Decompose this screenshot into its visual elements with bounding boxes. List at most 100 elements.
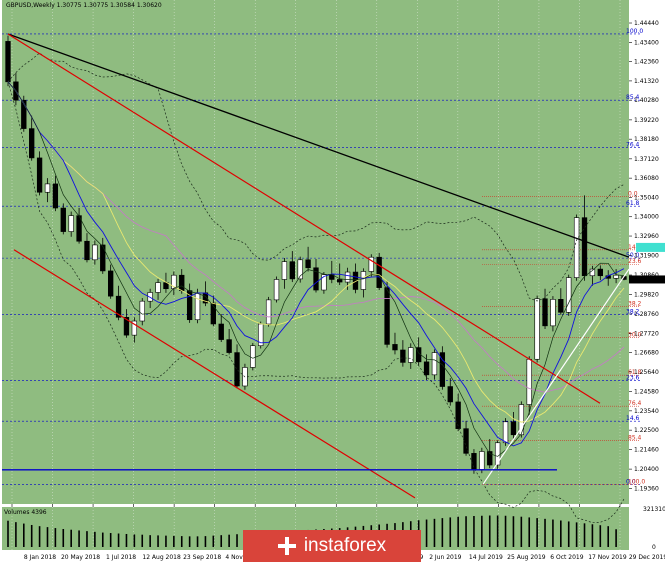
- fib-level-label: 85.4: [626, 94, 640, 101]
- price-panel-background: [2, 0, 629, 504]
- candle-body: [526, 358, 532, 405]
- y-tick-label: 1.32960: [634, 233, 659, 240]
- y-tick-label: 1.40280: [634, 97, 659, 104]
- y-tick-label: 1.39220: [634, 117, 659, 124]
- moving-average-purple: [7, 81, 625, 393]
- moving-average-blue: [7, 81, 625, 447]
- candles: [5, 35, 627, 474]
- fib-level-label-right: 14.6: [628, 244, 642, 251]
- candle-body: [115, 295, 122, 318]
- candle-body: [218, 323, 224, 340]
- y-tick-label: 1.19360: [634, 485, 659, 492]
- candle-body: [368, 256, 374, 272]
- candle-body: [597, 268, 603, 277]
- fib-level-label: 50.0: [626, 252, 640, 259]
- candle-body: [408, 347, 414, 363]
- y-tick-label: 1.26680: [634, 350, 659, 357]
- candle-body: [344, 271, 351, 283]
- candle-body: [487, 451, 493, 466]
- fib-level-label-right: 76.4: [628, 400, 642, 407]
- y-tick-label: 1.44440: [634, 20, 659, 27]
- candle-body: [502, 421, 509, 444]
- x-tick-label: 1 Jul 2018: [106, 554, 136, 561]
- candle-body: [36, 157, 43, 193]
- candle-body: [337, 279, 343, 283]
- candle-body: [518, 404, 525, 436]
- fib-level-label: 100.0: [626, 28, 643, 35]
- y-tick-label: 1.21460: [634, 446, 659, 453]
- x-tick-label: 8 Jan 2018: [24, 554, 56, 561]
- candle-body: [60, 207, 66, 232]
- candle-body: [194, 292, 201, 321]
- x-tick-label: 23 Sep 2018: [183, 554, 221, 561]
- y-tick-label: 1.20400: [634, 466, 659, 473]
- y-tick-label: 1.25640: [634, 369, 659, 376]
- candle-body: [455, 401, 461, 429]
- candle-body: [29, 128, 35, 159]
- y-tick-label: 1.27720: [634, 330, 659, 337]
- candle-body: [107, 270, 114, 297]
- candle-body: [265, 299, 272, 325]
- bollinger-lower: [7, 81, 625, 524]
- candle-body: [297, 259, 303, 280]
- fib-level-label-right: 85.4: [628, 434, 642, 441]
- instaforex-logo: instaforex: [243, 530, 421, 562]
- candle-body: [226, 339, 232, 353]
- moving-average-dark: [7, 81, 625, 457]
- candle-body: [5, 41, 11, 83]
- candle-body: [305, 259, 311, 269]
- candle-body: [581, 217, 588, 277]
- fib-level-label-right: 50.0: [628, 332, 642, 339]
- y-tick-label: 1.41320: [634, 78, 659, 85]
- candle-body: [447, 386, 453, 403]
- x-tick-label: 14 Jul 2019: [469, 554, 503, 561]
- y-tick-label: 1.28760: [634, 311, 659, 318]
- candle-body: [289, 261, 295, 280]
- fib-level-label: 38.2: [626, 308, 640, 315]
- bollinger-upper: [7, 52, 625, 302]
- current-price-box: [629, 275, 665, 284]
- candle-body: [131, 320, 138, 336]
- candle-body: [273, 279, 280, 301]
- x-tick-label: 29 Dec 2019: [629, 554, 665, 561]
- candle-body: [147, 292, 153, 302]
- y-tick-label: 1.43400: [634, 39, 659, 46]
- y-tick-label: 1.29820: [634, 291, 659, 298]
- price-axis: 1.44440 1.43400 1.42360 1.41320 1.40280 1.392…: [629, 20, 665, 492]
- candle-body: [542, 298, 548, 327]
- candle-body: [384, 287, 390, 345]
- volume-zero-label: 0: [652, 544, 656, 551]
- fib-level-label: 61.8: [626, 200, 640, 207]
- candle-body: [510, 421, 517, 436]
- candle-body: [392, 344, 398, 351]
- fib-level-label: 23.6: [626, 374, 640, 381]
- x-tick-label: 12 Aug 2018: [142, 554, 181, 561]
- y-tick-label: 1.34000: [634, 214, 659, 221]
- fib-level-label-right: 0.0: [628, 191, 638, 198]
- x-tick-label: 6 Oct 2019: [550, 554, 583, 561]
- candle-body: [558, 299, 564, 313]
- candle-body: [321, 274, 327, 291]
- instaforex-mark-icon: [277, 537, 296, 555]
- candle-body: [84, 240, 90, 261]
- fib-level-label-right: 61.8: [628, 369, 642, 376]
- y-tick-label: 1.38180: [634, 136, 659, 143]
- volume-max-label: 321310: [643, 506, 665, 513]
- x-tick-label: 17 Nov 2019: [588, 554, 627, 561]
- candle-body: [439, 352, 446, 387]
- candle-body: [52, 183, 59, 209]
- volume-label: Volumes 4396: [4, 509, 47, 516]
- candle-body: [68, 215, 74, 232]
- candle-body: [431, 352, 438, 376]
- channel-lower-line: [13, 249, 416, 499]
- y-tick-label: 1.31900: [634, 253, 659, 260]
- fib-level-label: 76.4: [626, 142, 640, 149]
- resistance-trendline: [7, 33, 630, 258]
- candle-body: [171, 274, 177, 290]
- candle-body: [313, 267, 319, 291]
- candle-body: [550, 299, 556, 327]
- y-tick-label: 1.35040: [634, 194, 659, 201]
- candle-body: [250, 345, 256, 368]
- candle-body: [400, 349, 406, 363]
